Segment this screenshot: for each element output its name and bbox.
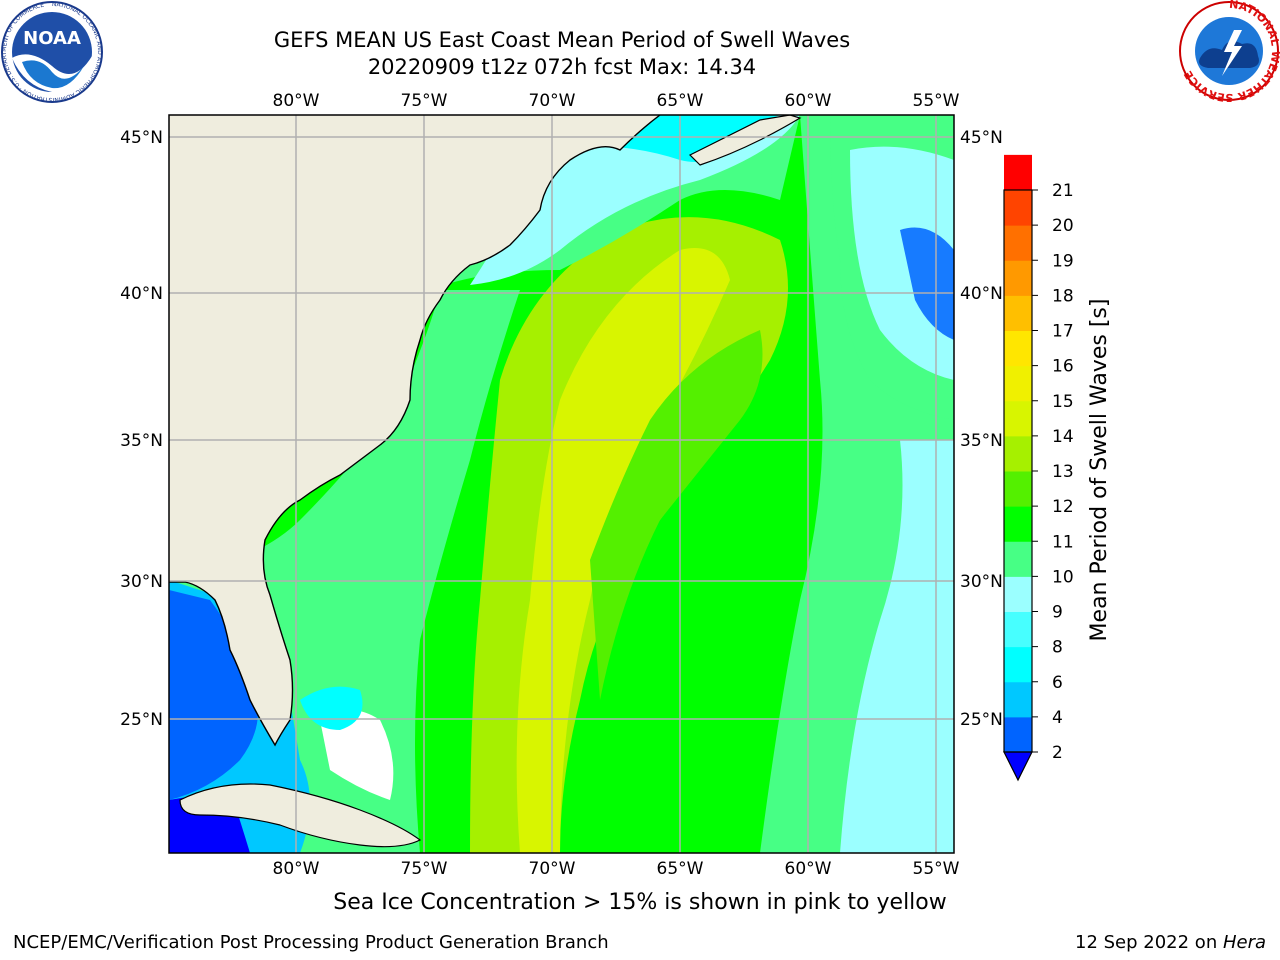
swell-band-11s: [590, 330, 763, 700]
lon-tick-bottom: 80°W: [273, 859, 320, 879]
lat-ticks-left: 45°N 40°N 35°N 30°N 25°N: [120, 128, 163, 730]
map-plot-area: [169, 115, 954, 853]
colorbar-tick-label: 19: [1052, 251, 1074, 271]
lat-tick-right: 35°N: [960, 431, 1003, 451]
lon-tick-top: 60°W: [785, 91, 832, 111]
swell-band-13s: [516, 248, 730, 853]
colorbar-tick-label: 17: [1052, 322, 1074, 342]
chart-title: GEFS MEAN US East Coast Mean Period of S…: [273, 28, 851, 52]
lon-ticks-bottom: 80°W 75°W 70°W 65°W 60°W 55°W: [273, 859, 960, 879]
colorbar-segment: [1004, 260, 1032, 296]
colorbar-segment: [1004, 330, 1032, 367]
colorbar-segment: [1004, 506, 1032, 542]
map-frame: [168, 114, 955, 854]
noaa-logo: NOAA NATIONAL OCEANIC AND ATMOSPHERIC AD…: [1, 1, 103, 103]
lat-tick-right: 45°N: [960, 128, 1003, 148]
lat-tick-left: 35°N: [120, 431, 163, 451]
lon-tick-top: 70°W: [529, 91, 576, 111]
noaa-text: NOAA: [23, 28, 81, 49]
colorbar-tick-label: 16: [1052, 357, 1074, 377]
lon-tick-top: 80°W: [273, 91, 320, 111]
colorbar-segment: [1004, 541, 1032, 577]
colorbar-segment: [1004, 295, 1032, 331]
colorbar-segment: [1004, 225, 1032, 261]
colorbar-segment: [1004, 646, 1032, 683]
footer-date: 12 Sep 2022 on Hera: [1075, 932, 1266, 953]
colorbar-segment: [1004, 154, 1032, 191]
lon-ticks-top: 80°W 75°W 70°W 65°W 60°W 55°W: [273, 91, 960, 111]
lon-tick-bottom: 70°W: [529, 859, 576, 879]
sea-ice-note: Sea Ice Concentration > 15% is shown in …: [333, 890, 947, 915]
colorbar-extend-arrow: [1003, 751, 1033, 782]
swell-band-8s-east: [840, 440, 954, 853]
footer-credit: NCEP/EMC/Verification Post Processing Pr…: [13, 932, 609, 953]
colorbar-tick-label: 4: [1052, 708, 1063, 728]
colorbar-segment: [1004, 681, 1032, 718]
colorbar-tick-label: 6: [1052, 673, 1063, 693]
lon-tick-bottom: 60°W: [785, 859, 832, 879]
colorbar-tick-label: 14: [1052, 427, 1074, 447]
footer-date-text: 12 Sep 2022 on: [1075, 932, 1223, 953]
colorbar-tick-label: 10: [1052, 567, 1074, 587]
colorbar-tick-label: 12: [1052, 497, 1074, 517]
colorbar-segment: [1004, 471, 1032, 507]
colorbar-segment: [1004, 435, 1032, 472]
masked-area-bahamas: [320, 710, 394, 800]
coastline-cuba: [179, 783, 422, 848]
lat-tick-right: 30°N: [960, 572, 1003, 592]
lat-tick-left: 25°N: [120, 710, 163, 730]
colorbar-segment: [1004, 716, 1032, 753]
lon-tick-top: 75°W: [401, 91, 448, 111]
coastline-us: [169, 115, 661, 747]
lat-tick-right: 40°N: [960, 284, 1003, 304]
lat-ticks-right: 45°N 40°N 35°N 30°N 25°N: [960, 128, 1003, 730]
colorbar-ticks: 2 4 6 8 9 10 11 12 13 14 15 16 17 18 19 20 21: [1032, 181, 1074, 763]
lat-tick-right: 25°N: [960, 710, 1003, 730]
colorbar-tick-label: 15: [1052, 392, 1074, 412]
colorbar-segment: [1004, 190, 1032, 226]
colorbar-segment: [1004, 611, 1032, 648]
chart-subtitle: 20220909 t12z 072h fcst Max: 14.34: [367, 55, 757, 79]
colorbar-tick-label: 20: [1052, 216, 1074, 236]
footer-machine: Hera: [1222, 932, 1266, 953]
swell-band-8s-northeast: [850, 146, 954, 380]
colorbar-segment: [1004, 400, 1032, 437]
land-cuba: [180, 784, 420, 847]
colorbar-tick-label: 18: [1052, 286, 1074, 306]
lat-tick-left: 45°N: [120, 128, 163, 148]
colorbar: [1003, 154, 1033, 782]
colorbar-tick-label: 13: [1052, 462, 1074, 482]
colorbar-segment: [1004, 576, 1032, 612]
colorbar-tick-label: 11: [1052, 532, 1074, 552]
colorbar-segment: [1004, 365, 1032, 402]
land-us-east-coast: [169, 115, 660, 745]
lon-tick-bottom: 65°W: [657, 859, 704, 879]
lon-tick-bottom: 55°W: [913, 859, 960, 879]
lat-tick-left: 30°N: [120, 572, 163, 592]
colorbar-tick-label: 8: [1052, 638, 1063, 658]
nws-logo: NATIONAL WEATHER SERVICE: [1179, 0, 1280, 102]
swell-band-4s-northeast: [900, 227, 954, 340]
lon-tick-top: 65°W: [657, 91, 704, 111]
colorbar-tick-label: 2: [1052, 743, 1063, 763]
lon-tick-bottom: 75°W: [401, 859, 448, 879]
lon-tick-top: 55°W: [913, 91, 960, 111]
lat-tick-left: 40°N: [120, 284, 163, 304]
colorbar-tick-label: 9: [1052, 603, 1063, 623]
map-gridlines: [169, 115, 954, 853]
colorbar-label: Mean Period of Swell Waves [s]: [1087, 299, 1112, 642]
colorbar-tick-label: 21: [1052, 181, 1074, 201]
land-nova-scotia: [690, 115, 800, 165]
